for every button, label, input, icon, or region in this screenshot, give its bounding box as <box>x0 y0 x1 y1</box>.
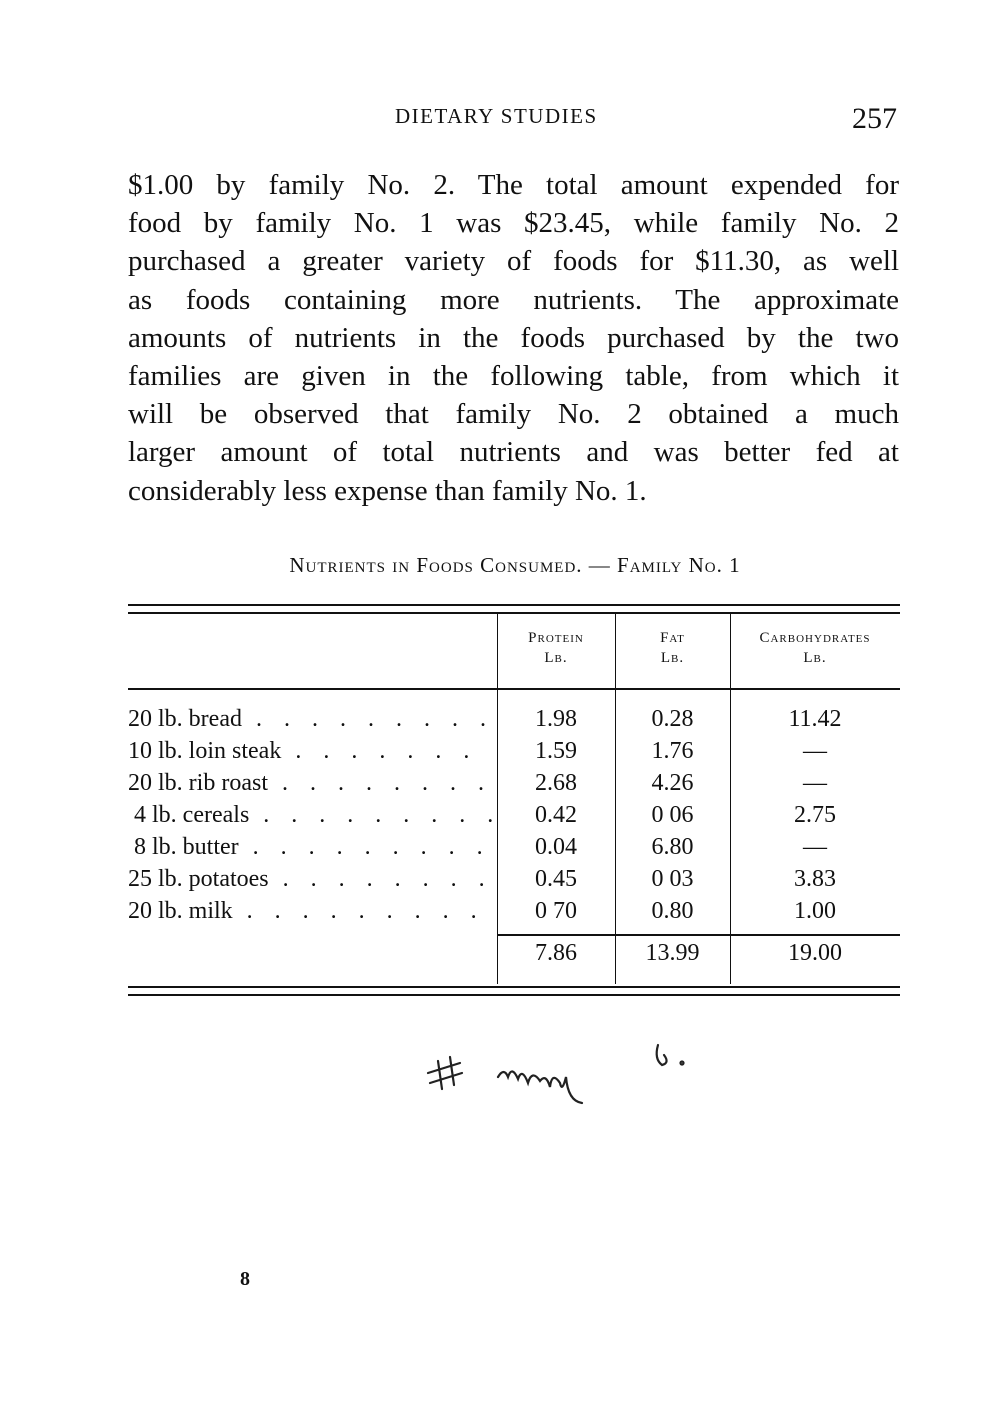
table-row: 8 lb. butter 0.04 6.80 — <box>128 834 900 866</box>
protein-total: 7.86 <box>535 940 577 966</box>
fat-cell: 0 06 <box>651 802 694 828</box>
header-unit: Lb. <box>803 650 827 666</box>
handwritten-note <box>426 1043 685 1105</box>
fat-cell: 1.76 <box>651 738 694 764</box>
paragraph-line: amounts of nutrients in the foods purcha… <box>128 321 899 354</box>
row-label: 20 lb. rib roast <box>128 770 493 797</box>
page-number: 257 <box>852 102 897 135</box>
carbs-cell: — <box>803 738 827 764</box>
protein-cell: 2.68 <box>535 770 577 796</box>
totals-rule <box>497 934 900 936</box>
paragraph-line: larger amount of total nutrients and was… <box>128 436 899 469</box>
fat-total: 13.99 <box>645 940 700 966</box>
table-row: 10 lb. loin steak 1.59 1.76 — <box>128 738 900 770</box>
header-unit: Lb. <box>544 650 568 666</box>
column-divider <box>730 612 731 984</box>
table-rule <box>128 612 900 614</box>
column-divider <box>497 612 498 984</box>
table-rule <box>128 688 900 690</box>
protein-cell: 1.98 <box>535 706 577 732</box>
row-label: 20 lb. bread <box>128 706 493 733</box>
paragraph-line: food by family No. 1 was $23.45, while f… <box>128 207 899 240</box>
header-label: Protein <box>528 630 584 646</box>
paragraph-line: as foods containing more nutrients. The … <box>128 283 899 316</box>
table-rule <box>128 986 900 988</box>
column-divider <box>615 612 616 984</box>
table-rule <box>128 994 900 996</box>
carbs-cell: — <box>803 834 827 860</box>
fat-cell: 4.26 <box>651 770 694 796</box>
protein-cell: 0.04 <box>535 834 577 860</box>
header-protein: Protein Lb. <box>497 628 615 668</box>
carbs-cell: 2.75 <box>794 802 836 828</box>
carbs-cell: 1.00 <box>794 898 836 924</box>
header-label: Fat <box>660 630 685 646</box>
nutrients-table: Protein Lb. Fat Lb. Carbohydrates Lb. 20 lb… <box>128 604 900 999</box>
header-unit: Lb. <box>660 650 685 666</box>
fat-cell: 0.80 <box>651 898 694 924</box>
table-row: 4 lb. cereals 0.42 0 06 2.75 <box>128 802 900 834</box>
paragraph-line: families are given in the following tabl… <box>128 360 899 393</box>
table-row: 25 lb. potatoes 0.45 0 03 3.83 <box>128 866 900 898</box>
running-head: DIETARY STUDIES <box>395 104 598 128</box>
totals-row: 7.86 13.99 19.00 <box>128 940 900 972</box>
paragraph-line: purchased a greater variety of foods for… <box>128 245 899 278</box>
fat-cell: 6.80 <box>651 834 694 860</box>
body-paragraph: $1.00 by family No. 2. The total amount … <box>128 166 899 510</box>
row-label: 4 lb. cereals <box>128 802 493 829</box>
table-row: 20 lb. bread 1.98 0.28 11.42 <box>128 706 900 738</box>
header-label: Carbohydrates <box>759 630 871 646</box>
paragraph-line: $1.00 by family No. 2. The total amount … <box>128 169 899 201</box>
protein-cell: 0.42 <box>535 802 577 828</box>
paragraph-line: considerably less expense than family No… <box>128 474 647 507</box>
protein-cell: 0.45 <box>535 866 577 892</box>
header-fat: Fat Lb. <box>615 628 730 668</box>
row-label: 10 lb. loin steak <box>128 738 493 765</box>
header-carbohydrates: Carbohydrates Lb. <box>730 628 900 668</box>
paragraph-line: will be observed that family No. 2 obtai… <box>128 398 899 431</box>
fat-cell: 0 03 <box>651 866 694 892</box>
carbs-total: 19.00 <box>788 940 842 966</box>
row-label: 8 lb. butter <box>128 834 493 861</box>
footer-mark: 8 <box>240 1268 250 1290</box>
carbs-cell: 3.83 <box>794 866 836 892</box>
row-label: 20 lb. milk <box>128 898 493 925</box>
table-row: 20 lb. rib roast 2.68 4.26 — <box>128 770 900 802</box>
carbs-cell: — <box>803 770 827 796</box>
protein-cell: 0 70 <box>535 898 577 924</box>
protein-cell: 1.59 <box>535 738 577 764</box>
row-label: 25 lb. potatoes <box>128 866 493 893</box>
table-rule <box>128 604 900 606</box>
table-row: 20 lb. milk 0 70 0.80 1.00 <box>128 898 900 930</box>
carbs-cell: 11.42 <box>788 706 842 732</box>
fat-cell: 0.28 <box>651 706 694 732</box>
table-caption: Nutrients in Foods Consumed. — Family No… <box>289 553 741 577</box>
